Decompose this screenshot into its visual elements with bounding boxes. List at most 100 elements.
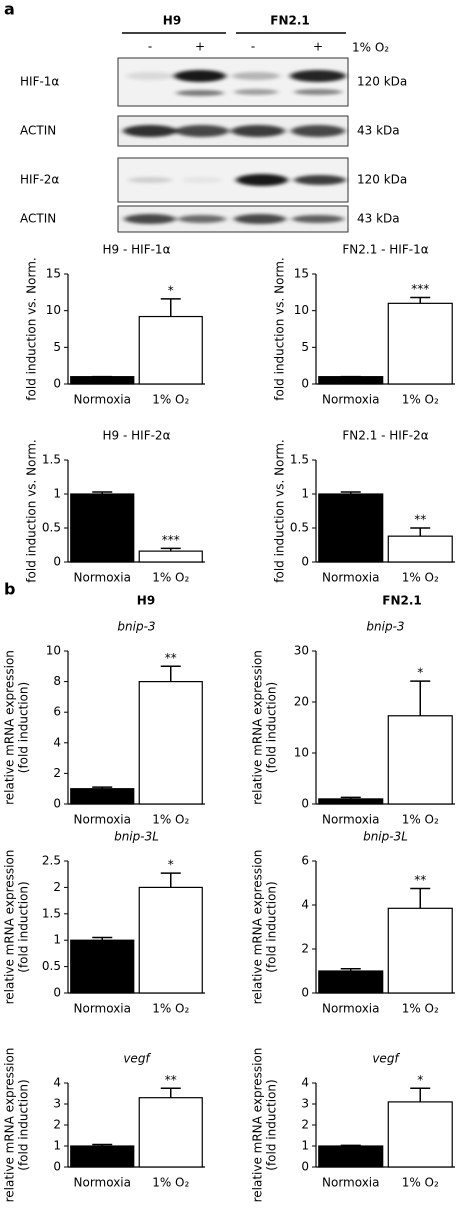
- y-tick-label: 4: [53, 1076, 61, 1090]
- y-tick-label: 0.5: [42, 959, 61, 973]
- bar: [70, 939, 135, 994]
- y-axis-label: (fold induction): [17, 682, 31, 773]
- y-tick-label: 0.5: [290, 521, 309, 535]
- y-tick-label: 6: [53, 705, 61, 719]
- blot-row-label: ACTIN: [20, 212, 56, 226]
- significance: **: [414, 873, 426, 887]
- error-bar: [160, 872, 181, 888]
- y-tick-label: 10: [46, 644, 61, 658]
- significance: **: [165, 1073, 177, 1087]
- bar: [318, 376, 384, 385]
- blot-row-label: HIF-1α: [20, 75, 59, 89]
- significance: *: [417, 1073, 423, 1087]
- y-axis-label: relative mRNA expression: [251, 650, 265, 805]
- bar: [70, 376, 135, 385]
- error-bar: [92, 786, 113, 789]
- error-bar: [160, 665, 181, 682]
- y-tick-label: 5: [53, 340, 61, 354]
- significance: **: [165, 651, 177, 665]
- y-tick-label: 20: [294, 695, 309, 709]
- significance: *: [168, 283, 174, 297]
- y-tick-label: 4: [53, 735, 61, 749]
- y-tick-label: 2: [301, 1118, 309, 1132]
- x-tick-label: 1% O₂: [152, 813, 189, 827]
- y-tick-label: 6: [301, 854, 309, 868]
- y-tick-label: 2: [53, 766, 61, 780]
- error-bar: [410, 1087, 431, 1102]
- x-tick-label: Normoxia: [74, 1002, 132, 1016]
- y-axis-label: (fold induction): [265, 682, 279, 773]
- bar: [138, 1097, 203, 1168]
- error-bar: [340, 1144, 361, 1147]
- x-tick-label: Normoxia: [322, 571, 380, 585]
- y-tick-label: 10: [46, 303, 61, 317]
- x-tick-label: 1% O₂: [152, 393, 189, 407]
- bar: [387, 535, 453, 563]
- bar: [387, 907, 453, 994]
- chart-title: bnip-3: [117, 620, 155, 634]
- lane-label: -: [148, 40, 152, 54]
- error-bar: [410, 887, 431, 909]
- chart-title: bnip-3L: [114, 830, 159, 844]
- error-bar: [160, 1087, 181, 1098]
- chart-title: vegf: [372, 1052, 400, 1066]
- blot-size-label: 120 kDa: [357, 173, 407, 187]
- y-tick-label: 15: [294, 267, 309, 281]
- y-axis-label: fold induction vs. Norm.: [25, 439, 39, 582]
- y-axis-label: (fold induction): [265, 881, 279, 972]
- significance: **: [414, 513, 426, 527]
- chart-title: bnip-3L: [363, 830, 408, 844]
- y-tick-label: 0: [53, 1160, 61, 1174]
- error-bar: [160, 547, 181, 552]
- y-axis-label: fold induction vs. Norm.: [25, 257, 39, 400]
- y-tick-label: 1.5: [290, 453, 309, 467]
- lane-label: +: [195, 40, 205, 54]
- chart-title: H9 - HIF-1α: [103, 243, 171, 257]
- significance: ***: [411, 282, 429, 296]
- blot-row-label: ACTIN: [20, 124, 56, 138]
- y-tick-label: 1: [301, 1139, 309, 1153]
- y-tick-label: 0: [53, 986, 61, 1000]
- x-tick-label: Normoxia: [74, 571, 132, 585]
- bar: [138, 315, 203, 385]
- error-bar: [92, 1143, 113, 1146]
- y-tick-label: 1: [301, 487, 309, 501]
- condition-label: 1% O₂: [352, 41, 389, 55]
- x-tick-label: 1% O₂: [152, 1002, 189, 1016]
- y-axis-label: relative mRNA expression: [251, 850, 265, 1005]
- significance: ***: [162, 533, 180, 547]
- error-bar: [92, 936, 113, 941]
- bar: [70, 1145, 135, 1168]
- error-bar: [160, 298, 181, 317]
- y-axis-label: relative mRNA expression: [251, 1048, 265, 1203]
- y-axis-label: relative mRNA expression: [3, 650, 17, 805]
- y-tick-label: 3: [301, 1097, 309, 1111]
- error-bar: [410, 296, 431, 304]
- y-tick-label: 10: [294, 746, 309, 760]
- x-tick-label: Normoxia: [74, 393, 132, 407]
- y-tick-label: 1.5: [42, 453, 61, 467]
- y-tick-label: 0: [301, 797, 309, 811]
- chart-title: FN2.1 - HIF-2α: [342, 429, 428, 443]
- bar: [318, 970, 384, 994]
- bar: [318, 1145, 384, 1168]
- y-tick-label: 15: [46, 267, 61, 281]
- bar: [318, 798, 384, 805]
- y-tick-label: 2.5: [42, 854, 61, 868]
- y-axis-label: (fold induction): [17, 881, 31, 972]
- y-tick-label: 0.5: [42, 521, 61, 535]
- bar: [387, 1101, 453, 1168]
- chart-title: bnip-3: [366, 620, 404, 634]
- y-tick-label: 0: [301, 377, 309, 391]
- x-tick-label: 1% O₂: [402, 571, 439, 585]
- y-tick-label: 2: [53, 1118, 61, 1132]
- x-tick-label: 1% O₂: [402, 393, 439, 407]
- y-tick-label: 4: [301, 1076, 309, 1090]
- y-tick-label: 1: [53, 487, 61, 501]
- x-tick-label: Normoxia: [322, 1176, 380, 1190]
- bar: [387, 302, 453, 385]
- chart-title: H9 - HIF-2α: [103, 429, 171, 443]
- y-tick-label: 2: [53, 880, 61, 894]
- y-tick-label: 1: [53, 933, 61, 947]
